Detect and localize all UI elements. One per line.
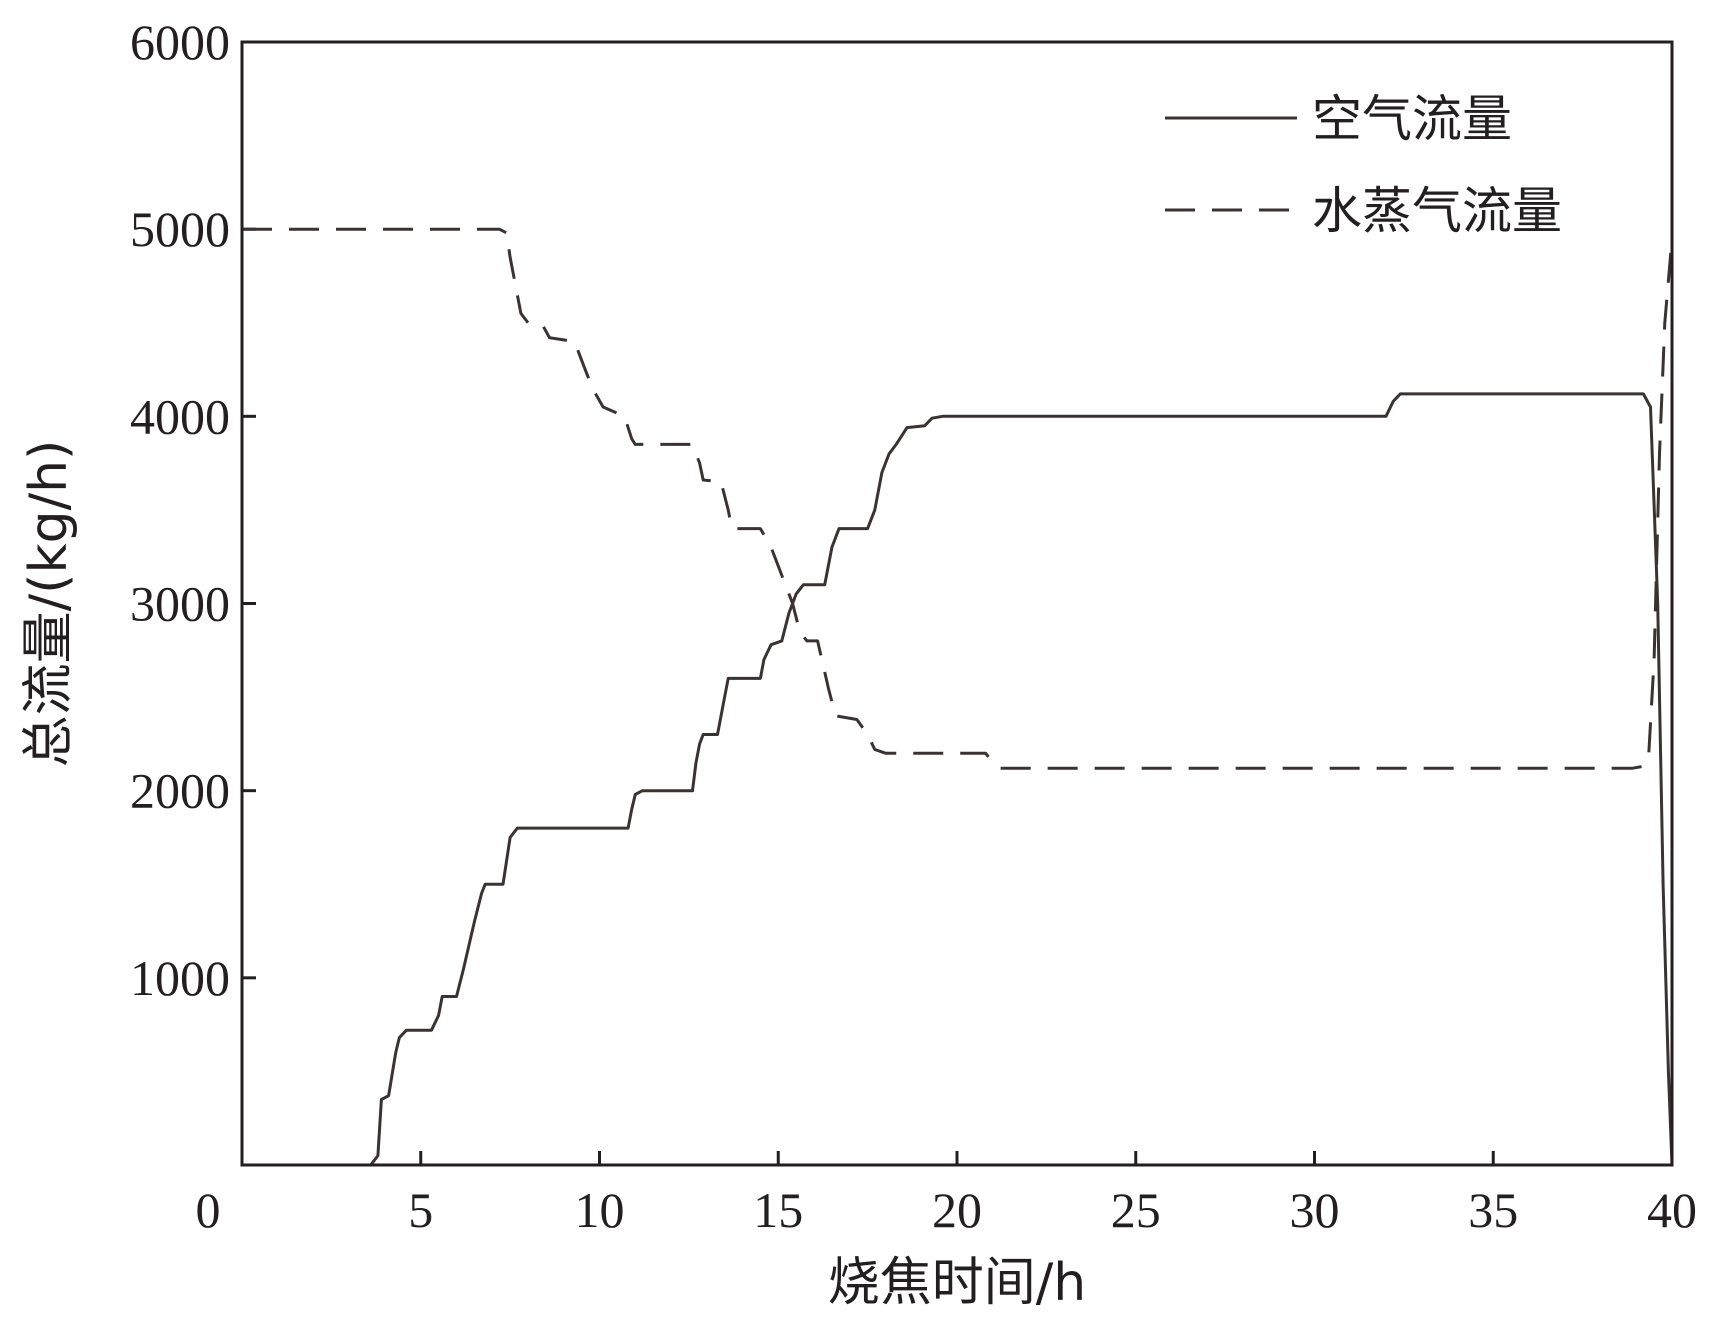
legend-label-0: 空气流量 <box>1312 90 1512 148</box>
series-layer <box>242 227 1674 1167</box>
x-tick-label: 10 <box>575 1182 625 1238</box>
y-axis-ticks: 1000 2000 3000 4000 5000 6000 <box>130 14 256 1006</box>
x-tick-label: 25 <box>1111 1182 1161 1238</box>
x-tick-label: 35 <box>1468 1182 1518 1238</box>
y-axis-title: 总流量/(kg/h) <box>19 440 79 768</box>
x-tick-label: 15 <box>753 1182 803 1238</box>
x-tick-label: 0 <box>196 1182 221 1238</box>
x-tick-label: 30 <box>1290 1182 1340 1238</box>
x-axis-title: 烧焦时间/h <box>828 1253 1086 1313</box>
y-tick-label: 4000 <box>130 388 230 444</box>
legend-label-1: 水蒸气流量 <box>1312 182 1562 240</box>
series-line-1 <box>242 227 1674 770</box>
y-tick-label: 5000 <box>130 201 230 257</box>
y-tick-label: 3000 <box>130 576 230 632</box>
plot-frame <box>240 40 1674 1167</box>
y-tick-label: 6000 <box>130 14 230 70</box>
x-tick-label: 20 <box>932 1182 982 1238</box>
y-tick-label: 1000 <box>130 950 230 1006</box>
x-axis-ticks: 0 5 10 15 20 25 30 35 40 <box>196 1151 1697 1238</box>
series-line-0 <box>242 392 1674 1167</box>
y-tick-label: 2000 <box>130 763 230 819</box>
x-tick-label: 5 <box>408 1182 433 1238</box>
x-tick-label: 40 <box>1647 1182 1697 1238</box>
